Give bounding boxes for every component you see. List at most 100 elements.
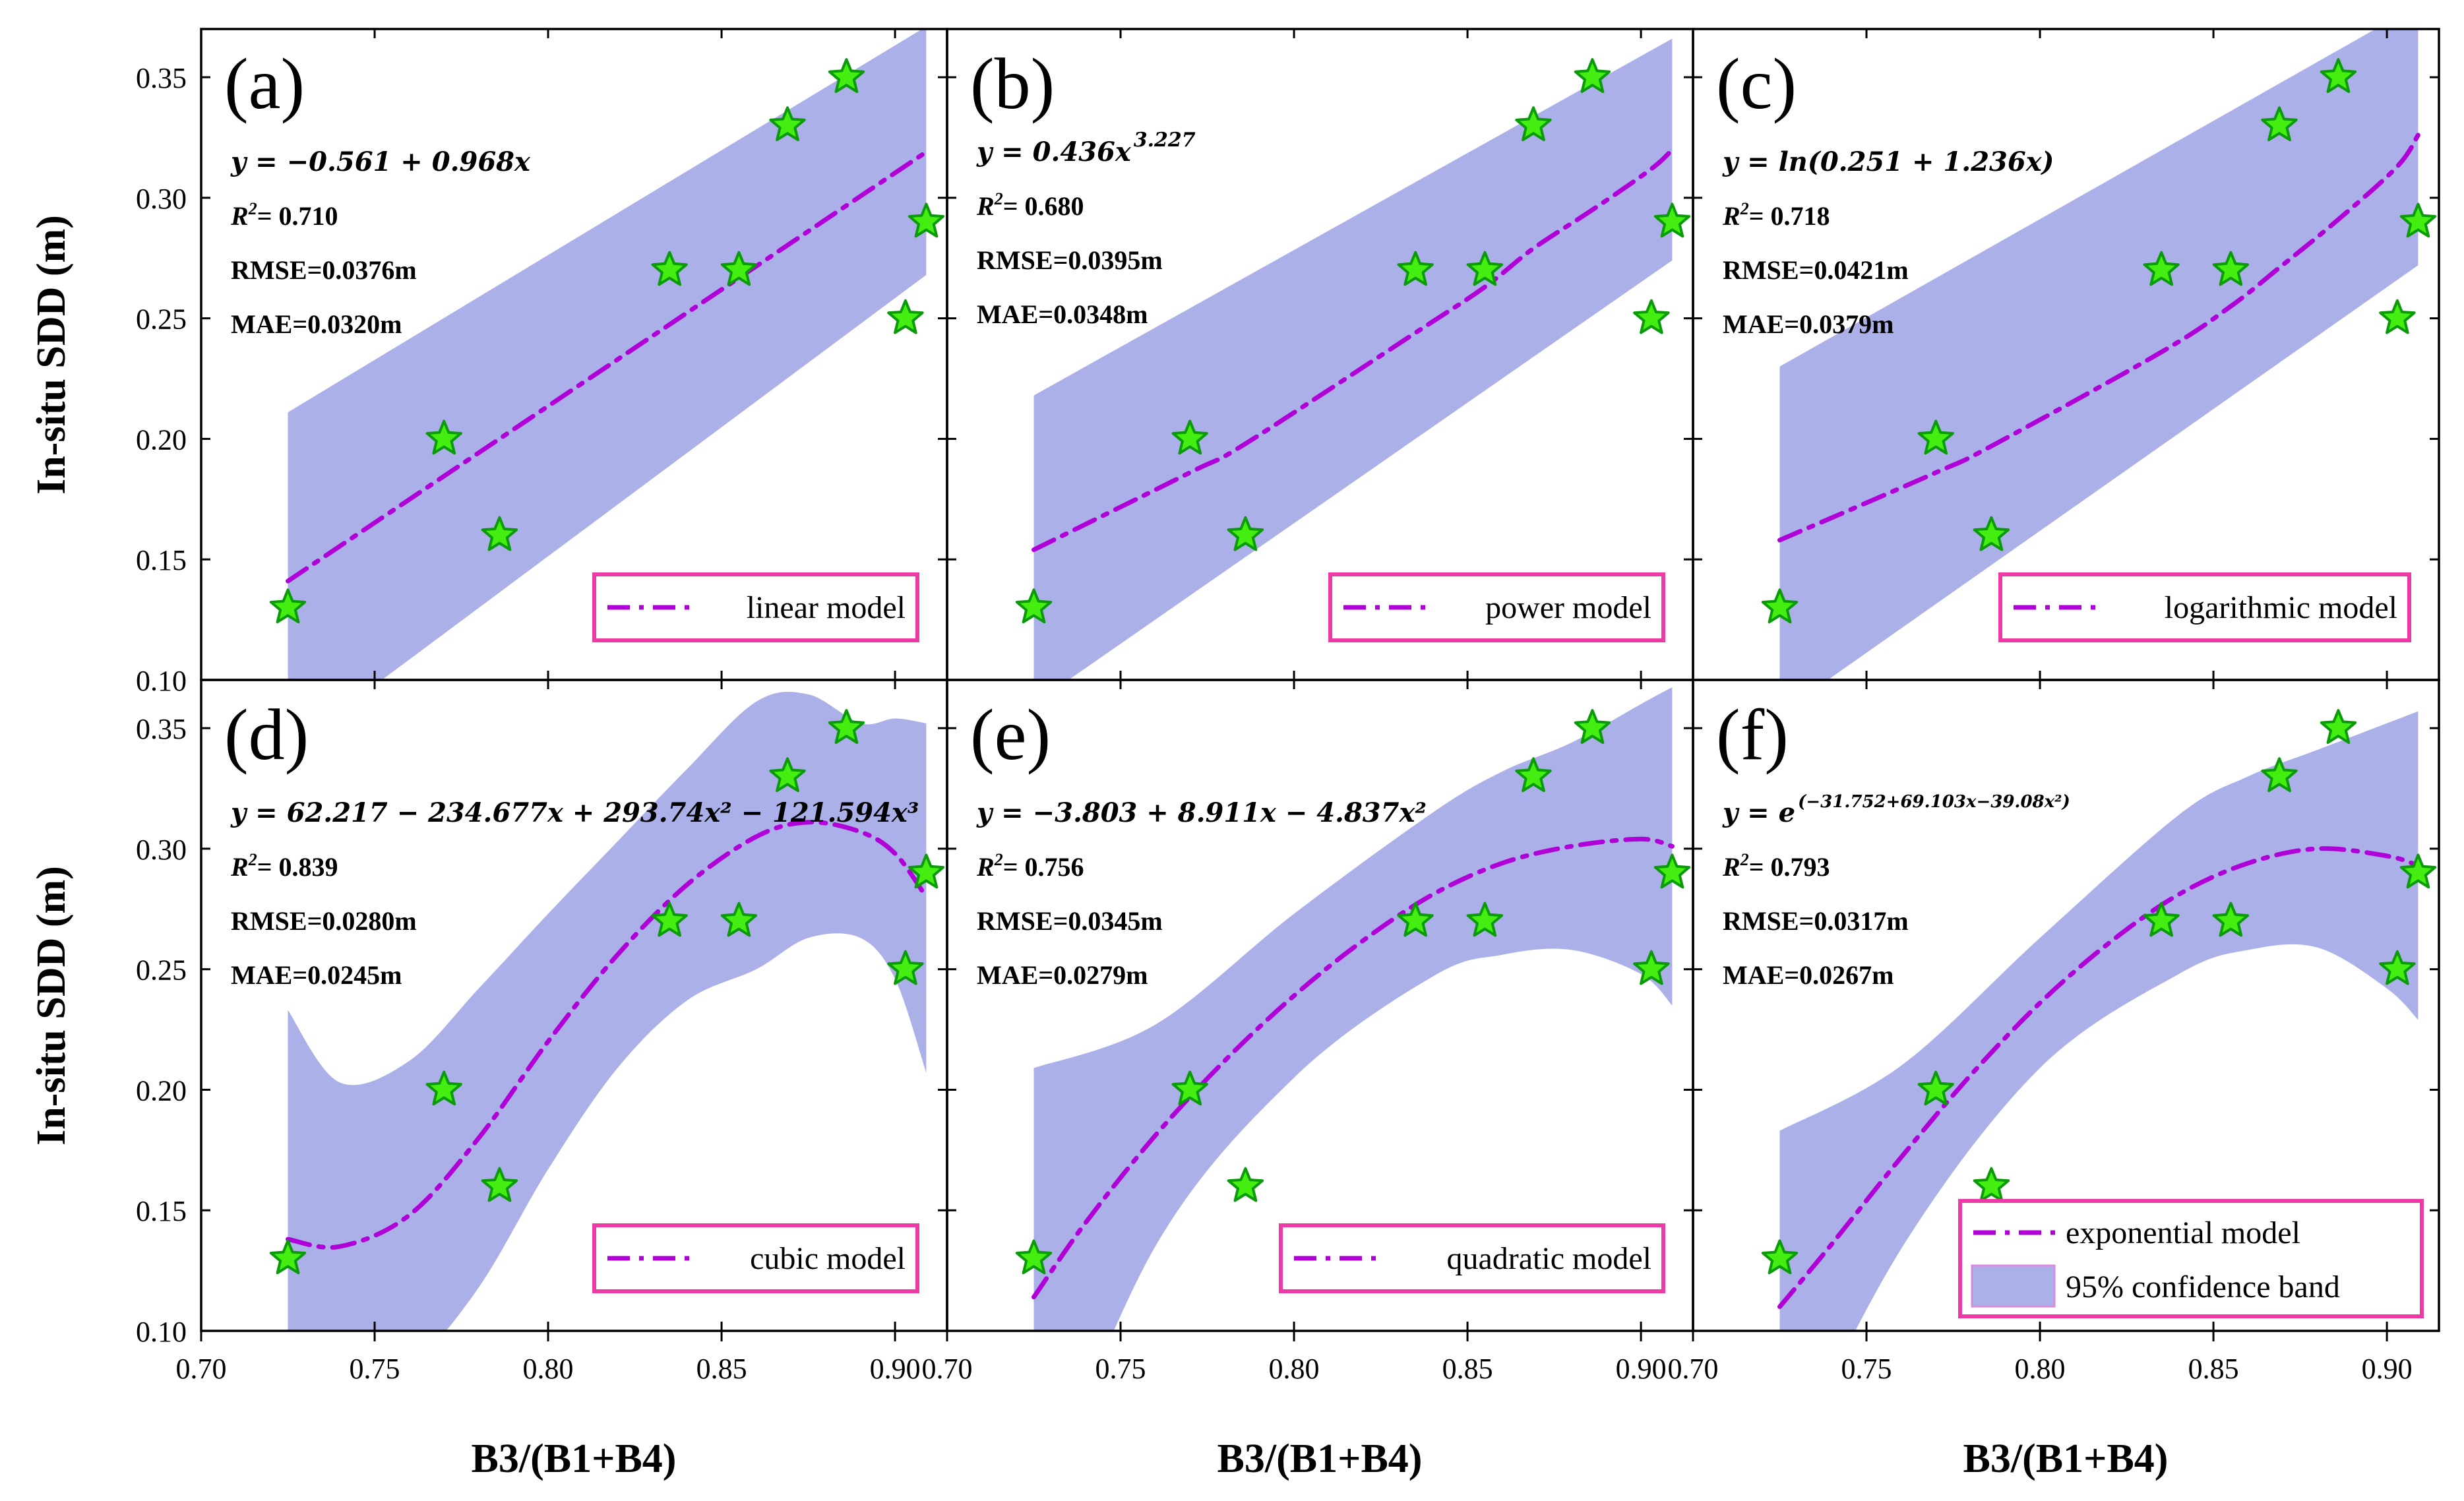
panel-e: 0.70 0.75 0.80 0.85 0.90 (e) y = −3.803 + 8.91… [922, 679, 1694, 1385]
data-point [651, 902, 688, 937]
r-squared: R2= 0.793 [1722, 850, 1830, 882]
x-tick-label: 0.80 [1269, 1353, 1320, 1385]
y-axis-label-top: In-situ SDD (m) [29, 215, 74, 495]
confidence-band [1779, 29, 2418, 680]
fit-line [1777, 133, 2420, 543]
data-point [1761, 588, 1799, 624]
r-squared: R2= 0.718 [1722, 199, 1830, 231]
fit-line [286, 149, 929, 584]
r-squared: R2= 0.680 [976, 189, 1084, 221]
x-tick-label: 0.85 [1442, 1353, 1493, 1385]
panel-c: (c) y = ln(0.251 + 1.236x) R2= 0.718 RMSE=0… [1692, 28, 2440, 681]
confidence-band [1779, 711, 2418, 1331]
x-axis-label-right: B3/(B1+B4) [1963, 1436, 2169, 1481]
x-tick-label: 0.85 [696, 1353, 747, 1385]
x-tick-label: 0.70 [922, 1353, 973, 1385]
x-tick-label: 0.90 [1616, 1353, 1667, 1385]
r-squared: R2= 0.756 [976, 850, 1084, 882]
x-axis-label-left: B3/(B1+B4) [472, 1436, 677, 1481]
mae: MAE=0.0379m [1723, 309, 1894, 339]
data-point [1574, 58, 1611, 93]
data-point [1171, 1070, 1208, 1106]
data-point [2212, 902, 2250, 937]
data-point [908, 853, 945, 889]
data-point [2399, 202, 2437, 238]
data-point [720, 251, 758, 286]
x-tick-label: 0.80 [523, 1353, 574, 1385]
rmse: RMSE=0.0395m [977, 245, 1163, 275]
legend-box [592, 1223, 919, 1293]
data-point [1633, 299, 1670, 334]
x-tick-label: 0.75 [1095, 1353, 1146, 1385]
data-point [2212, 251, 2250, 286]
x-axis-label-center: B3/(B1+B4) [1217, 1436, 1423, 1481]
data-point [2320, 709, 2357, 744]
data-point [1917, 1070, 1954, 1106]
y-tick-label: 0.20 [136, 1074, 187, 1107]
r-squared-value: 0.839 [278, 852, 338, 882]
fit-line [286, 820, 929, 1250]
equation-exponent: 3.227 [1134, 129, 1196, 152]
r-squared: R2= 0.839 [230, 850, 338, 882]
x-tick-label: 0.80 [2015, 1353, 2066, 1385]
data-point [887, 950, 924, 985]
panel-a: 0.10 0.15 0.20 0.25 0.30 0.35 (a) y = −0.561 + … [136, 28, 948, 697]
y-tick-label: 0.10 [136, 1316, 187, 1348]
data-point [2320, 58, 2357, 93]
data-point [769, 106, 806, 142]
legend-box [1328, 572, 1665, 642]
x-tick-label: 0.75 [1841, 1353, 1892, 1385]
data-point [1653, 853, 1691, 889]
data-point [720, 902, 758, 937]
y-tick-label: 0.35 [136, 62, 187, 94]
rmse: RMSE=0.0280m [231, 906, 417, 936]
equation: y = 0.436x [976, 137, 1132, 168]
y-tick-label: 0.10 [136, 665, 187, 697]
data-point [481, 1167, 518, 1202]
legend-label: exponential model [2066, 1215, 2300, 1250]
r-squared-value: 0.710 [278, 201, 338, 231]
data-point [908, 202, 945, 238]
data-point [1227, 1167, 1264, 1202]
mae: MAE=0.0267m [1723, 960, 1894, 990]
rmse: RMSE=0.0421m [1723, 255, 1909, 285]
data-point [1574, 709, 1611, 744]
x-tick-label: 0.90 [2362, 1353, 2413, 1385]
data-point [1397, 902, 1434, 937]
r-squared-value: 0.756 [1024, 852, 1084, 882]
y-tick-label: 0.25 [136, 954, 187, 987]
confidence-band [1033, 687, 1673, 1331]
panel-label: (f) [1716, 694, 1789, 775]
x-tick-label: 0.70 [176, 1353, 227, 1385]
data-point [1515, 106, 1552, 142]
panel-label: (c) [1716, 44, 1797, 124]
legend-label: power model [1485, 590, 1651, 625]
data-point [2261, 757, 2298, 793]
fit-line [1777, 846, 2420, 1309]
data-point [481, 516, 518, 551]
y-tick-label: 0.20 [136, 423, 187, 456]
r-squared-value: 0.793 [1770, 852, 1830, 882]
data-point [1917, 419, 1954, 455]
equation: y = ln(0.251 + 1.236x) [1722, 146, 2054, 177]
equation: y = e [1722, 797, 1795, 828]
data-point [828, 709, 865, 744]
legend-label: logarithmic model [2165, 590, 2397, 625]
panel-d: 0.10 0.15 0.20 0.25 0.30 0.35 0.70 0.75 0.80 0.85… [136, 679, 948, 1385]
rmse: RMSE=0.0317m [1723, 906, 1909, 936]
data-point [1466, 251, 1504, 286]
y-tick-label: 0.25 [136, 303, 187, 336]
r-squared-value: 0.718 [1770, 201, 1830, 231]
mae: MAE=0.0245m [231, 960, 402, 990]
data-point [1015, 1239, 1053, 1275]
data-point [1761, 1239, 1799, 1275]
y-tick-label: 0.35 [136, 713, 187, 745]
confidence-band [1033, 38, 1673, 680]
data-point [2143, 251, 2180, 286]
r-squared-value: 0.680 [1024, 191, 1084, 221]
mae: MAE=0.0348m [977, 299, 1148, 329]
legend-band-swatch [1971, 1264, 2056, 1308]
data-point [425, 1070, 462, 1106]
legend-label: linear model [747, 590, 906, 625]
